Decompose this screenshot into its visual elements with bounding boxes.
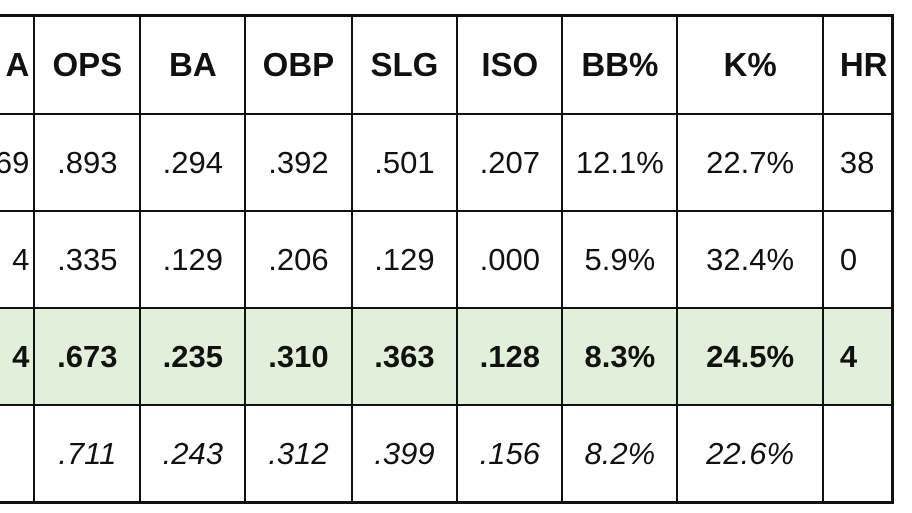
header-cell-hr: HR [821,14,894,115]
table-cell: 22.6% [676,404,824,504]
table-cell: .235 [139,307,247,406]
header-cell-ba: BA [139,14,247,115]
table-cell: 8.2% [561,404,679,504]
table-cell: .501 [350,113,459,212]
table-cell: .129 [139,210,247,309]
table-cell: .399 [350,404,459,504]
table-cell: .711 [33,404,142,504]
table-cell: 0 [821,210,894,309]
table-cell: .312 [244,404,353,504]
table-cell: .893 [33,113,142,212]
table-cell: 12.1% [561,113,679,212]
table-cell: 4 [821,307,894,406]
table-cell: 4 [0,307,36,406]
table-cell: .335 [33,210,142,309]
header-cell-bb-pct: BB% [561,14,679,115]
header-cell-iso: ISO [456,14,564,115]
table-cell [0,404,36,504]
table-cell: .392 [244,113,353,212]
table-cell: 69 [0,113,36,212]
table-cell: 24.5% [676,307,824,406]
table-cell: .000 [456,210,564,309]
header-cell-ops: OPS [33,14,142,115]
header-row: A OPS BA OBP SLG ISO BB% K% HR [0,14,894,115]
table-cell: .207 [456,113,564,212]
table-cell: 32.4% [676,210,824,309]
table-cell: .156 [456,404,564,504]
header-cell-obp: OBP [244,14,353,115]
table-cell: .129 [350,210,459,309]
table-cell: .310 [244,307,353,406]
table-cell: .243 [139,404,247,504]
table-cell: 38 [821,113,894,212]
table-cell: .206 [244,210,353,309]
table-cell: 4 [0,210,36,309]
table-row: 69 .893 .294 .392 .501 .207 12.1% 22.7% … [0,113,894,212]
table-cell [821,404,894,504]
table-row-highlighted: 4 .673 .235 .310 .363 .128 8.3% 24.5% 4 [0,307,894,406]
header-cell-slg: SLG [350,14,459,115]
stats-table: A OPS BA OBP SLG ISO BB% K% HR 69 .893 .… [0,14,894,504]
table-cell: .128 [456,307,564,406]
table-cell: 5.9% [561,210,679,309]
header-cell-a: A [0,14,36,115]
table-cell: .673 [33,307,142,406]
table-cell: .294 [139,113,247,212]
table-cell: 22.7% [676,113,824,212]
table-cell: .363 [350,307,459,406]
header-cell-k-pct: K% [676,14,824,115]
table-cell: 8.3% [561,307,679,406]
table-row: 4 .335 .129 .206 .129 .000 5.9% 32.4% 0 [0,210,894,309]
table-row-average: .711 .243 .312 .399 .156 8.2% 22.6% [0,404,894,504]
